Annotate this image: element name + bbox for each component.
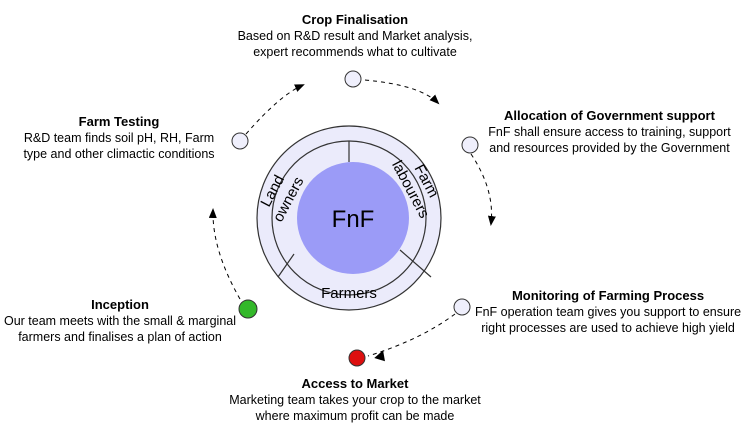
step-desc-line: R&D team finds soil pH, RH, Farm	[23, 131, 215, 145]
node-access-to-market	[348, 349, 366, 367]
node-crop-finalisation	[344, 70, 362, 88]
step-desc-line: type and other climactic conditions	[23, 147, 215, 161]
step-title: Crop Finalisation	[301, 12, 409, 27]
step-desc-line: FnF operation team gives you support to …	[474, 305, 742, 319]
step-desc-line: expert recommends what to cultivate	[253, 45, 457, 59]
step-desc-line: Marketing team takes your crop to the ma…	[229, 393, 481, 407]
segment-farmers-label: Farmers	[321, 285, 377, 302]
step-access-to-market: Access to Market Marketing team takes yo…	[210, 376, 500, 424]
step-title: Access to Market	[301, 376, 409, 391]
arrow-monitoring-to-market	[367, 313, 456, 357]
step-desc-line: right processes are used to achieve high…	[481, 321, 735, 335]
step-desc-line: Our team meets with the small & marginal	[3, 314, 237, 328]
step-title: Allocation of Government support	[504, 108, 715, 123]
node-inception	[238, 299, 258, 319]
step-title: Inception	[91, 297, 149, 312]
step-desc-line: farmers and finalises a plan of action	[18, 330, 222, 344]
node-allocation	[461, 136, 479, 154]
step-desc-line: and resources provided by the Government	[489, 141, 730, 155]
step-desc-line: Based on R&D result and Market analysis,	[237, 29, 473, 43]
arrow-crop-to-allocation	[364, 79, 440, 105]
step-allocation: Allocation of Government support FnF sha…	[472, 108, 747, 156]
arrow-inception-to-testing	[208, 208, 241, 300]
divider-right	[399, 249, 432, 278]
arrow-market-head	[374, 350, 385, 362]
step-title: Farm Testing	[78, 114, 160, 129]
step-crop-finalisation: Crop Finalisation Based on R&D result an…	[210, 12, 500, 60]
step-nodes	[231, 70, 479, 367]
step-desc-line: where maximum profit can be made	[255, 409, 455, 423]
center-ring: FnF Farmers Land owners Farm labourers	[256, 125, 442, 311]
arrow-allocation-to-monitoring	[470, 153, 496, 226]
step-desc-line: FnF shall ensure access to training, sup…	[488, 125, 731, 139]
step-title: Monitoring of Farming Process	[511, 288, 705, 303]
divider-left	[277, 253, 295, 278]
cycle-arrows	[208, 79, 496, 357]
center-label: FnF	[332, 206, 375, 233]
step-inception: Inception Our team meets with the small …	[0, 297, 240, 345]
step-farm-testing: Farm Testing R&D team finds soil pH, RH,…	[6, 114, 232, 162]
node-farm-testing	[231, 132, 249, 150]
node-monitoring	[453, 298, 471, 316]
center-hub	[297, 162, 409, 274]
step-monitoring: Monitoring of Farming Process FnF operat…	[466, 288, 750, 336]
arrow-testing-to-crop	[245, 84, 305, 135]
